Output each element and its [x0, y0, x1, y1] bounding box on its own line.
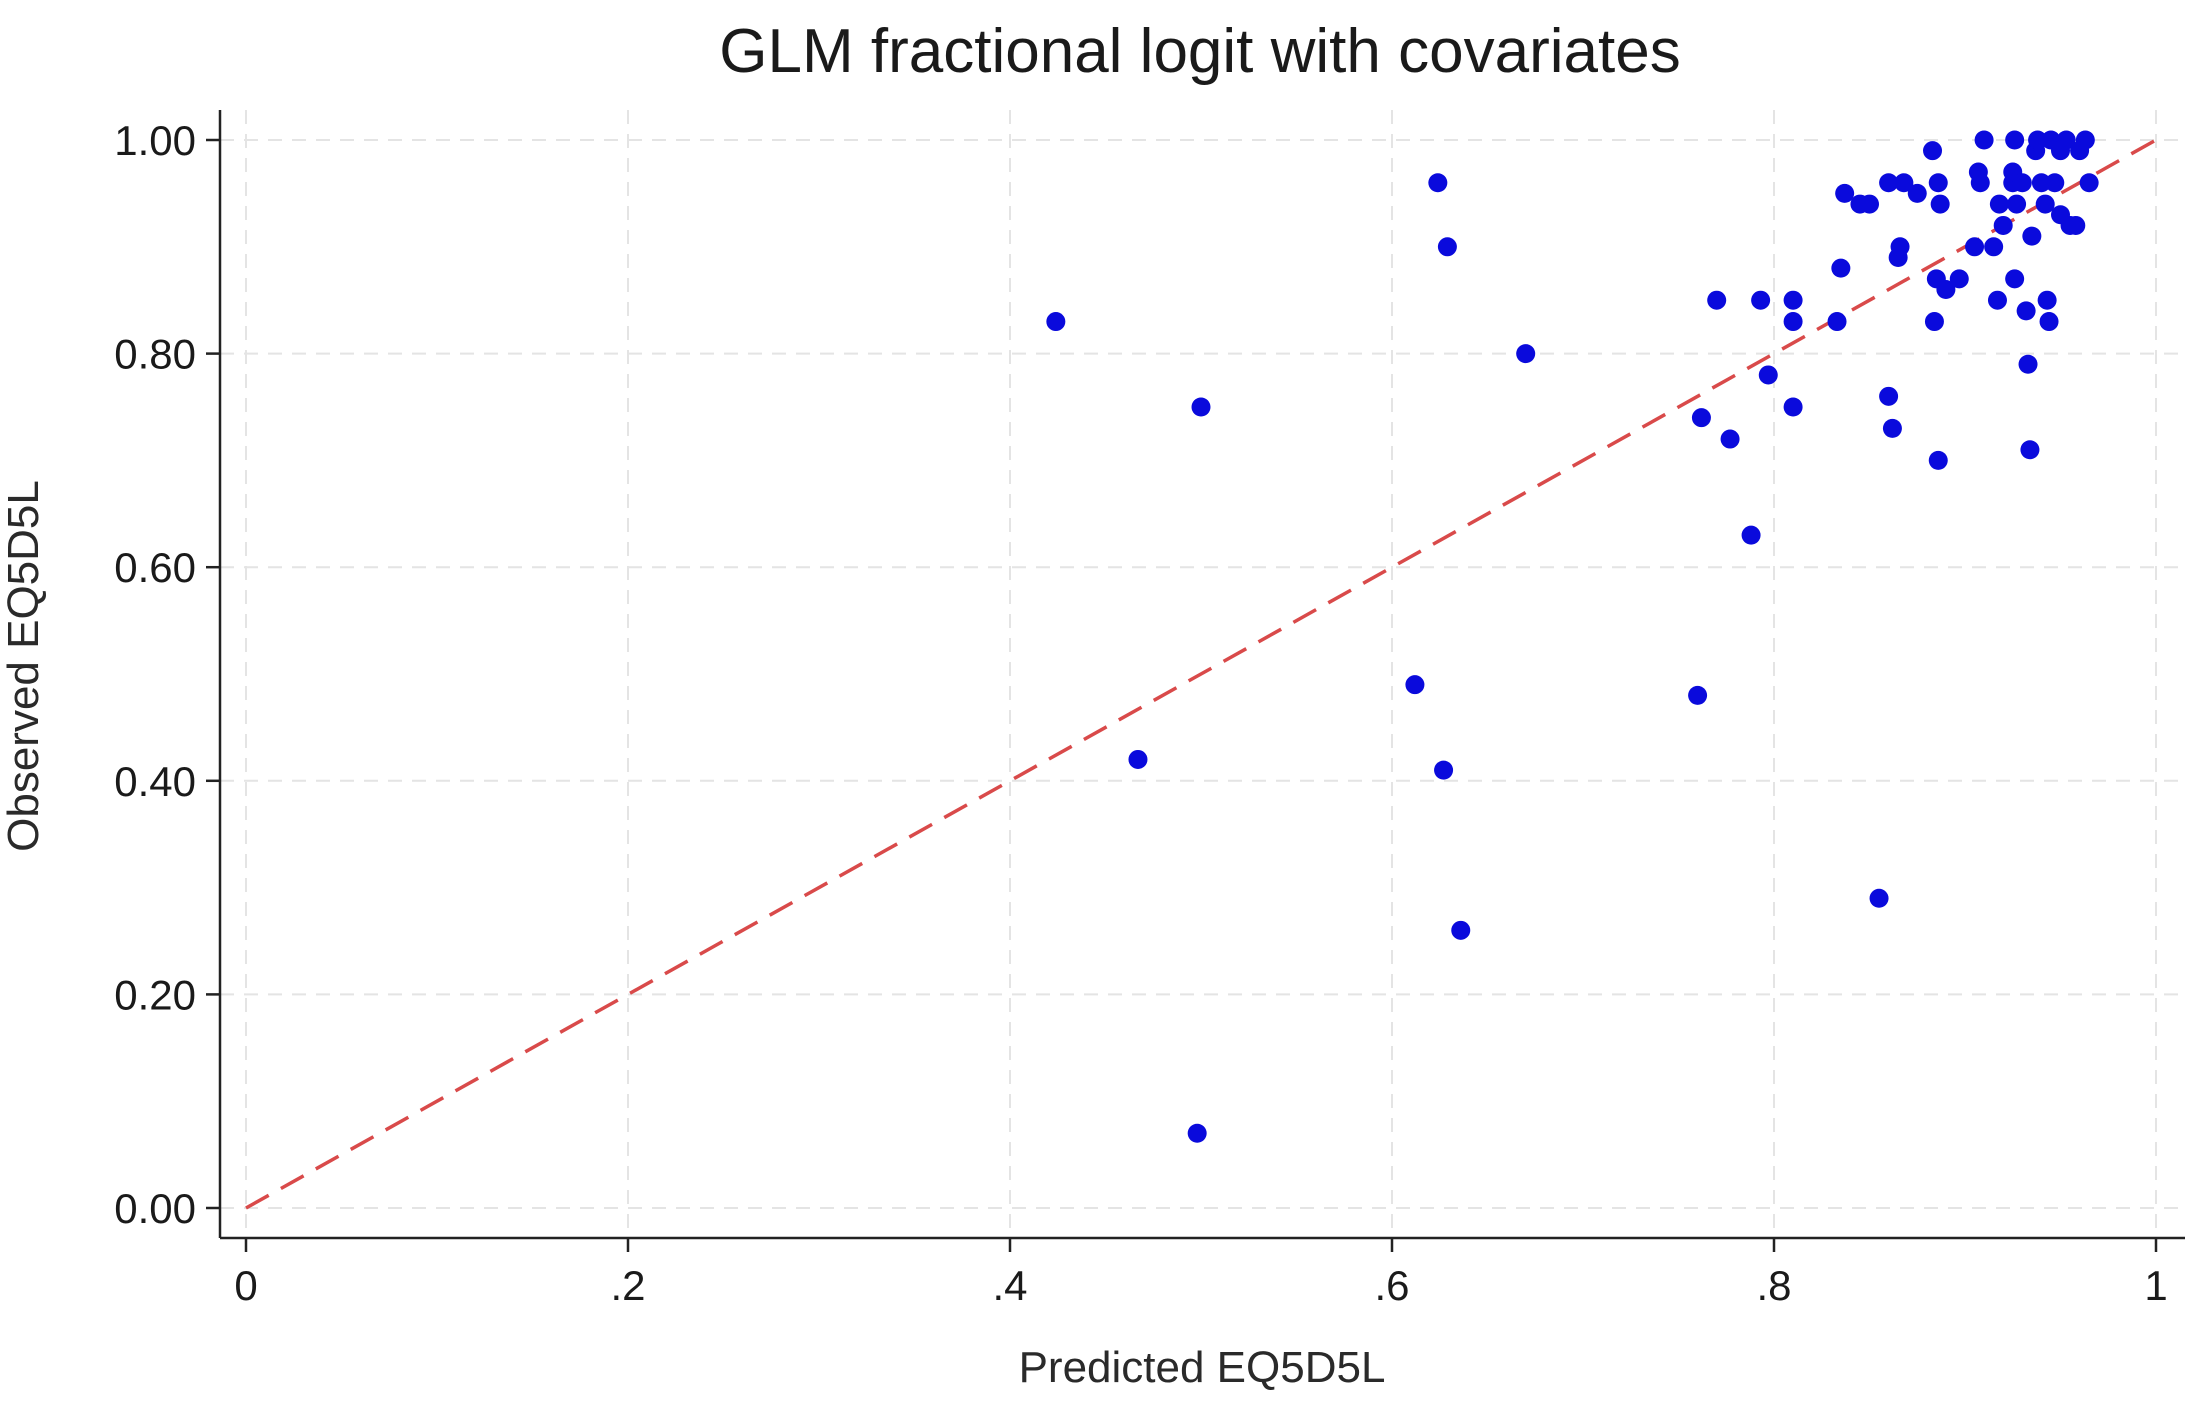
data-point [1860, 194, 1879, 214]
chart-title: GLM fractional logit with covariates [719, 17, 1680, 86]
data-point [1405, 675, 1425, 695]
data-point [2045, 173, 2065, 193]
reference-line-layer [245, 138, 2157, 1210]
data-point [1434, 760, 1454, 780]
data-point [1984, 237, 2004, 257]
data-point [1783, 312, 1803, 332]
data-point [1688, 685, 1708, 705]
x-tick-label: 0 [234, 1262, 257, 1309]
y-tick-label: 0.80 [114, 331, 196, 378]
data-point [1987, 290, 2007, 310]
y-tick-label: 0.40 [114, 758, 196, 805]
data-point [1451, 920, 1471, 940]
data-point [1989, 194, 2009, 214]
x-tick-label: .8 [1756, 1262, 1791, 1309]
y-tick-label: 0.00 [114, 1185, 196, 1232]
data-point [1879, 386, 1899, 406]
data-point [2005, 269, 2025, 289]
data-point [1720, 429, 1740, 449]
data-point [2056, 130, 2076, 150]
data-point [1758, 365, 1778, 385]
x-tick-label: .4 [992, 1262, 1027, 1309]
data-point [1949, 269, 1969, 289]
data-point [1894, 173, 1914, 193]
data-point [1974, 130, 1994, 150]
reference-line [245, 138, 2157, 1210]
data-point [1783, 397, 1803, 417]
data-point [1128, 749, 1148, 769]
data-point [1879, 173, 1899, 193]
y-tick-label: 0.20 [114, 971, 196, 1018]
data-point [2018, 354, 2038, 374]
data-point [1993, 215, 2013, 235]
x-tick-label: 1 [2144, 1262, 2167, 1309]
data-point [1428, 173, 1448, 193]
data-point [2007, 194, 2027, 214]
axes: 0.00 0.20 0.40 0.60 0.80 1.00 0 .2 .4 .6 .8 1 [114, 110, 2185, 1309]
data-point [1970, 173, 1990, 193]
data-points [1046, 130, 2099, 1143]
data-point [1924, 312, 1944, 332]
data-point [1965, 237, 1985, 257]
data-point [2031, 173, 2051, 193]
y-axis-label: Observed EQ5D5L [0, 480, 48, 852]
data-point [1882, 418, 1902, 438]
y-tick-label: 1.00 [114, 117, 196, 164]
data-point [1191, 397, 1211, 417]
data-point [2020, 440, 2040, 460]
data-point [1691, 408, 1711, 428]
data-point [1831, 258, 1851, 278]
x-tick-label: .6 [1374, 1262, 1409, 1309]
data-point [1928, 173, 1948, 193]
data-point [1516, 344, 1536, 364]
data-point [2028, 130, 2048, 150]
data-point [1835, 183, 1855, 203]
data-point [2037, 290, 2057, 310]
data-point [1741, 525, 1761, 545]
data-point [1187, 1123, 1207, 1143]
gridlines [220, 110, 2185, 1238]
data-point [1783, 290, 1803, 310]
data-point [1751, 290, 1771, 310]
data-point [2012, 173, 2032, 193]
data-point [1890, 237, 1910, 257]
data-point [1928, 450, 1948, 470]
data-point [1827, 312, 1847, 332]
data-point [1923, 141, 1943, 161]
data-point [1046, 312, 1066, 332]
data-point [2075, 130, 2095, 150]
data-point [1437, 237, 1457, 257]
y-tick-label: 0.60 [114, 544, 196, 591]
data-point [1907, 183, 1927, 203]
data-point [1936, 280, 1956, 300]
data-point [2005, 130, 2025, 150]
data-point [2022, 226, 2042, 246]
data-point [1707, 290, 1727, 310]
x-tick-label: .2 [610, 1262, 645, 1309]
data-point [2039, 312, 2059, 332]
data-point [2066, 215, 2086, 235]
data-point [1930, 194, 1950, 214]
x-axis-label: Predicted EQ5D5L [1019, 1343, 1386, 1392]
data-point [2079, 173, 2099, 193]
data-point [2035, 194, 2055, 214]
data-point [1869, 888, 1889, 908]
data-point [2016, 301, 2036, 321]
